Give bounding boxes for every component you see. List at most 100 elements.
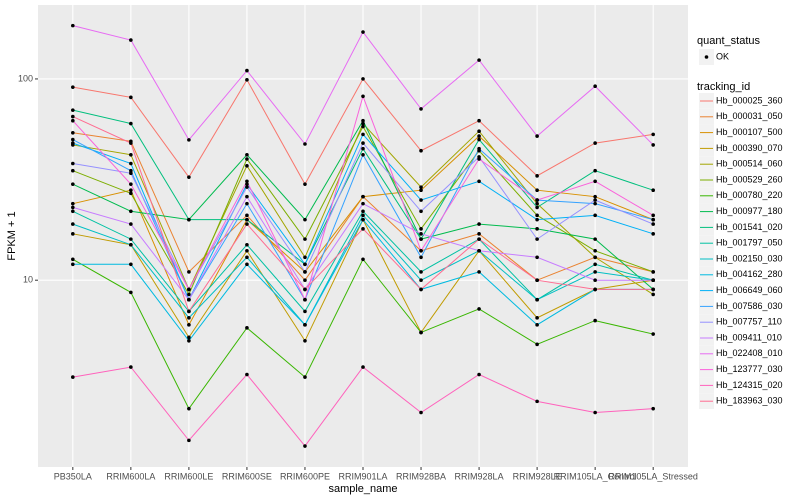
data-point <box>361 209 365 214</box>
x-tick-label: RRIM105LA_Control <box>554 471 637 481</box>
data-point <box>245 78 249 82</box>
data-point <box>361 217 365 222</box>
data-point <box>303 255 307 260</box>
y-tick-label: 10 <box>23 275 33 285</box>
data-point <box>245 248 249 253</box>
data-point <box>361 146 365 151</box>
data-point <box>593 179 597 184</box>
data-point <box>477 179 481 184</box>
data-point <box>361 94 365 99</box>
data-point <box>129 365 133 369</box>
data-point <box>593 255 597 260</box>
data-point <box>187 297 191 302</box>
data-point <box>477 307 481 311</box>
data-point <box>593 318 597 323</box>
data-point <box>187 309 191 314</box>
legend-label: Hb_007586_030 <box>716 301 783 311</box>
data-point <box>187 438 191 443</box>
data-point <box>129 168 133 173</box>
data-point <box>187 323 191 327</box>
data-point <box>593 198 597 202</box>
data-point <box>361 141 365 145</box>
data-point <box>303 270 307 274</box>
data-point <box>303 142 307 146</box>
data-point <box>361 257 365 262</box>
data-point <box>129 222 133 226</box>
data-point <box>419 185 423 189</box>
data-point <box>477 157 481 161</box>
data-point <box>535 198 539 202</box>
data-point <box>303 309 307 314</box>
data-point <box>535 205 539 210</box>
data-point <box>71 201 75 206</box>
data-point <box>129 171 133 176</box>
data-point <box>477 237 481 241</box>
data-point <box>361 201 365 206</box>
data-point <box>477 232 481 236</box>
legend-title: quant_status <box>697 35 760 47</box>
x-tick-label: RRIM928LA <box>455 471 504 481</box>
data-point <box>535 323 539 327</box>
data-point <box>651 222 655 226</box>
legend-label: Hb_000977_180 <box>716 206 783 216</box>
data-point <box>535 316 539 320</box>
data-point <box>477 118 481 123</box>
data-point <box>361 365 365 369</box>
data-point <box>129 152 133 157</box>
data-point <box>477 372 481 377</box>
data-point <box>477 134 481 138</box>
data-point <box>129 242 133 247</box>
legend-label: Hb_000529_260 <box>716 174 783 184</box>
legend-label: Hb_004162_280 <box>716 269 783 279</box>
data-point <box>129 95 133 100</box>
legend-label: OK <box>716 51 729 61</box>
data-point <box>651 278 655 283</box>
data-point <box>535 297 539 302</box>
data-point <box>535 174 539 178</box>
data-point <box>187 406 191 411</box>
x-tick-label: PB350LA <box>54 471 92 481</box>
data-point <box>71 375 75 379</box>
data-point <box>71 85 75 89</box>
data-point <box>535 278 539 283</box>
data-point <box>535 255 539 260</box>
data-point <box>535 342 539 347</box>
data-point <box>535 237 539 241</box>
data-point <box>71 222 75 226</box>
data-point <box>651 143 655 147</box>
data-point <box>245 242 249 247</box>
data-point <box>419 237 423 241</box>
data-point <box>303 338 307 343</box>
x-tick-label: RRIM600LE <box>164 471 213 481</box>
data-point <box>651 292 655 297</box>
x-tick-label: RRIM928LE <box>513 471 562 481</box>
legend-label: Hb_002150_030 <box>716 253 783 263</box>
data-point <box>187 338 191 343</box>
x-tick-label: RRIM928BA <box>396 471 446 481</box>
data-point <box>71 262 75 267</box>
data-point <box>593 410 597 415</box>
data-point <box>71 168 75 173</box>
data-point <box>245 213 249 218</box>
data-point <box>419 227 423 231</box>
data-point <box>71 257 75 262</box>
data-point <box>651 232 655 236</box>
y-tick-label: 100 <box>18 73 33 83</box>
legend-label: Hb_006649_060 <box>716 285 783 295</box>
data-point <box>419 209 423 214</box>
data-point <box>245 222 249 226</box>
y-axis-title: FPKM + 1 <box>6 211 18 260</box>
data-point <box>535 134 539 138</box>
data-point <box>129 121 133 126</box>
data-point <box>419 248 423 253</box>
data-point <box>477 137 481 142</box>
data-point <box>477 222 481 226</box>
data-point <box>303 287 307 292</box>
data-point <box>477 129 481 133</box>
data-point <box>245 194 249 199</box>
data-point <box>303 297 307 302</box>
x-axis-title: sample_name <box>328 483 397 495</box>
data-point <box>129 182 133 186</box>
data-point <box>129 141 133 145</box>
legend-symbol <box>704 55 709 59</box>
